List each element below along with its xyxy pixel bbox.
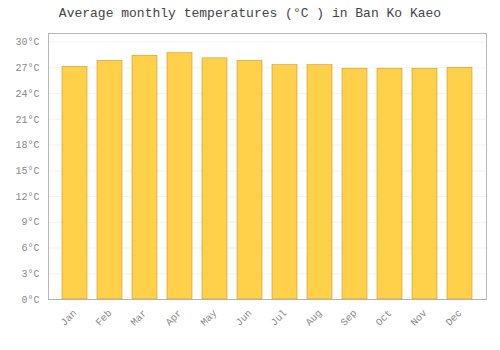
svg-text:24°C: 24°C [15,89,39,100]
svg-text:Feb: Feb [94,308,115,329]
svg-text:0°C: 0°C [21,295,39,306]
svg-text:Jul: Jul [269,308,290,329]
svg-text:18°C: 18°C [15,140,39,151]
svg-text:9°C: 9°C [21,217,39,228]
svg-text:Aug: Aug [304,308,325,329]
svg-text:21°C: 21°C [15,115,39,126]
html-text:Average monthly temperatures (: Average monthly temperatures (°C ) in Ba… [58,6,442,21]
svg-text:15°C: 15°C [15,166,39,177]
svg-text:27°C: 27°C [15,63,39,74]
svg-text:3°C: 3°C [21,269,39,280]
svg-text:6°C: 6°C [21,243,39,254]
svg-text:Jun: Jun [234,308,255,329]
svg-text:Dec: Dec [444,308,465,329]
svg-text:Nov: Nov [409,308,430,329]
svg-text:May: May [199,308,220,329]
svg-text:12°C: 12°C [15,192,39,203]
svg-text:Jan: Jan [59,308,80,329]
svg-text:30°C: 30°C [15,37,39,48]
svg-text:Oct: Oct [374,308,395,329]
svg-text:Mar: Mar [129,308,150,329]
svg-text:Apr: Apr [164,308,185,329]
svg-text:Sep: Sep [339,308,360,329]
